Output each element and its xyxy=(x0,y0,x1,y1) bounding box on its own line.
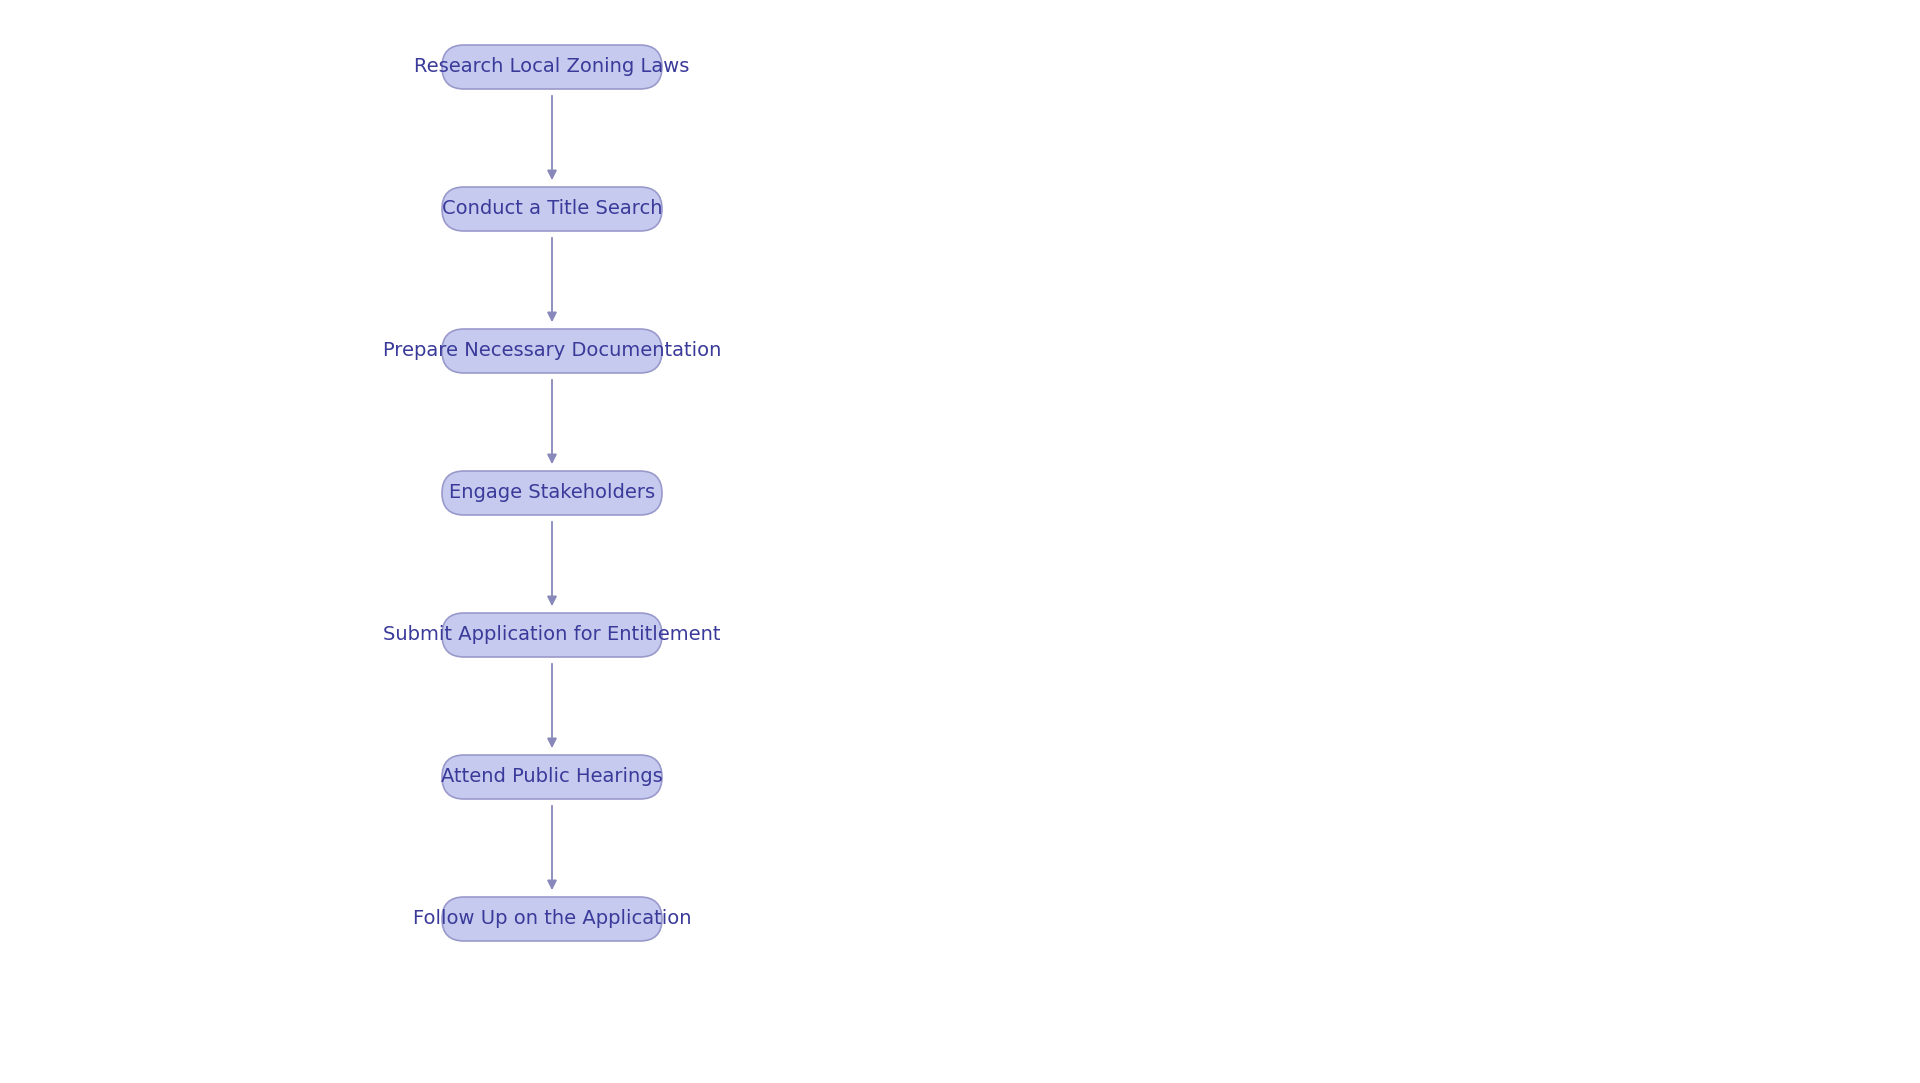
Text: Research Local Zoning Laws: Research Local Zoning Laws xyxy=(415,57,689,77)
Text: Prepare Necessary Documentation: Prepare Necessary Documentation xyxy=(382,341,722,361)
Text: Conduct a Title Search: Conduct a Title Search xyxy=(442,199,662,219)
Text: Attend Public Hearings: Attend Public Hearings xyxy=(442,768,662,786)
FancyBboxPatch shape xyxy=(442,471,662,516)
FancyBboxPatch shape xyxy=(442,755,662,799)
FancyBboxPatch shape xyxy=(442,897,662,941)
Text: Follow Up on the Application: Follow Up on the Application xyxy=(413,910,691,928)
FancyBboxPatch shape xyxy=(442,613,662,657)
FancyBboxPatch shape xyxy=(442,45,662,89)
FancyBboxPatch shape xyxy=(442,329,662,373)
FancyBboxPatch shape xyxy=(442,187,662,231)
Text: Submit Application for Entitlement: Submit Application for Entitlement xyxy=(384,626,720,644)
Text: Engage Stakeholders: Engage Stakeholders xyxy=(449,483,655,503)
